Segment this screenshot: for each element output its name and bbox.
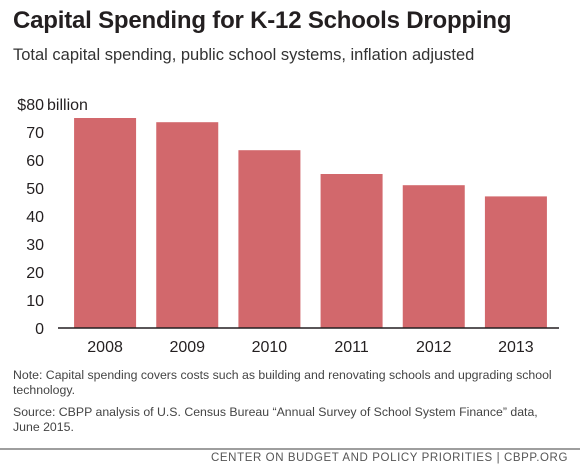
- y-tick-label: 0: [35, 321, 44, 338]
- bar: [484, 196, 547, 328]
- y-axis: 0 10 20 30 40 50 60 70 $80 billion: [17, 97, 88, 338]
- y-tick-label: 30: [26, 237, 44, 254]
- y-tick-label: 40: [26, 209, 44, 226]
- bar: [320, 174, 383, 328]
- bars: [74, 118, 547, 328]
- chart-subtitle: Total capital spending, public school sy…: [13, 46, 475, 64]
- x-tick-label: 2010: [252, 339, 288, 356]
- footer-divider: [0, 448, 580, 450]
- bar: [238, 150, 301, 328]
- footer-credit: CENTER ON BUDGET AND POLICY PRIORITIES |…: [210, 452, 568, 464]
- y-tick-label: $80: [17, 97, 44, 114]
- x-tick-label: 2013: [498, 339, 534, 356]
- y-tick-label: 20: [26, 265, 44, 282]
- bar: [74, 118, 137, 328]
- y-tick-label: 60: [26, 153, 44, 170]
- x-tick-label: 2012: [416, 339, 452, 356]
- y-unit-label: billion: [47, 97, 88, 114]
- x-tick-label: 2009: [169, 339, 205, 356]
- bar: [156, 122, 219, 328]
- x-axis: 2008 2009 2010 2011 2012 2013: [58, 327, 559, 356]
- chart-note: Note: Capital spending covers costs such…: [13, 368, 552, 397]
- x-tick-label: 2008: [87, 339, 123, 356]
- y-tick-label: 70: [26, 125, 44, 142]
- x-tick-label: 2011: [334, 339, 369, 356]
- chart-source: Source: CBPP analysis of U.S. Census Bur…: [13, 405, 538, 434]
- y-tick-label: 50: [26, 181, 44, 198]
- bar: [402, 185, 465, 328]
- chart-title: Capital Spending for K-12 Schools Droppi…: [13, 7, 512, 34]
- y-tick-label: 10: [26, 293, 44, 310]
